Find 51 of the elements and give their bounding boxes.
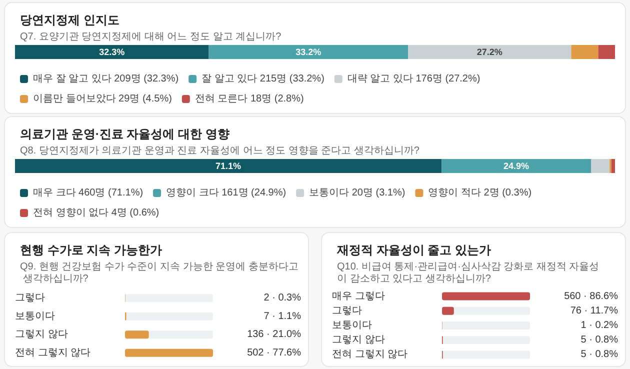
chart-title: 현행 수가로 지속 가능한가	[20, 243, 162, 257]
chart-title: 의료기관 운영·진료 자율성에 대한 영향	[20, 127, 230, 141]
bar	[442, 306, 454, 315]
bar	[598, 45, 615, 59]
data-label: 5 · 0.8%	[580, 349, 618, 360]
bar	[15, 159, 442, 173]
data-label: 136 · 21.0%	[247, 329, 302, 340]
chart-title: 당연지정제 인지도	[20, 13, 120, 27]
legend-label: 전혀 모른다 18명 (2.8%)	[194, 94, 304, 104]
y-tick-label: 매우 그렇다	[332, 290, 385, 302]
legend-label: 보통이다 20명 (3.1%)	[309, 188, 406, 198]
bar	[591, 159, 610, 173]
bar	[571, 45, 598, 59]
data-label: 76 · 11.7%	[570, 305, 618, 316]
data-label: 32.3%	[99, 47, 125, 57]
legend-label: 영향이 크다 161명 (24.9%)	[166, 188, 286, 198]
chart-subtitle: Q10. 비급여 통제·관리급여·심사삭감 강화로 재정적 자율성이 감소하고 있다고 생각하십니까?	[337, 262, 600, 284]
legend-label: 매우 잘 알고 있다 209명 (32.3%)	[33, 74, 179, 84]
bar	[408, 45, 572, 59]
y-tick-label: 그렇지 않다	[15, 329, 68, 340]
data-label: 502 · 77.6%	[247, 347, 302, 358]
data-label: 7 · 1.1%	[264, 310, 302, 322]
legend-label: 잘 알고 있다 215명 (33.2%)	[202, 74, 324, 84]
bar	[208, 45, 408, 59]
bar	[15, 45, 209, 59]
y-tick-label: 보통이다	[15, 310, 55, 322]
legend-label: 대략 알고 있다 176명 (27.2%)	[347, 74, 480, 84]
bar	[611, 159, 615, 173]
data-label: 560 · 86.6%	[564, 290, 618, 302]
y-tick-label: 그렇다	[15, 292, 45, 304]
chart-title: 재정적 자율성이 줄고 있는가	[336, 243, 492, 257]
chart-subtitle: Q7. 요양기관 당연지정제에 대해 어느 정도 알고 계십니까?	[20, 32, 282, 42]
data-label: 71.1%	[216, 161, 242, 171]
y-tick-label: 전혀 그렇지 않다	[15, 347, 91, 358]
data-label: 24.9%	[504, 161, 530, 171]
bar	[442, 159, 591, 173]
data-label: 27.2%	[476, 47, 502, 57]
y-tick-label: 그렇지 않다	[332, 334, 385, 346]
y-tick-label: 전혀 그렇지 않다	[332, 349, 408, 360]
data-label: 5 · 0.8%	[580, 334, 618, 346]
legend-label: 영향이 적다 2명 (0.3%)	[428, 188, 532, 198]
chart-subtitle: Q9. 현행 건강보험 수가 수준이 지속 가능한 운영에 충분하다고 생각하십니까?	[20, 262, 298, 284]
y-tick-label: 보통이다	[332, 320, 372, 331]
chart-subtitle: Q8. 당연지정제가 의료기관 운영과 진료 자율성에 어느 정도 영향을 준다고 생각하십니까?	[20, 146, 420, 156]
data-label: 33.2%	[296, 47, 322, 57]
legend-label: 이름만 들어보았다 29명 (4.5%)	[33, 94, 172, 104]
legend-label: 매우 크다 460명 (71.1%)	[33, 188, 144, 198]
legend-label: 전혀 영향이 없다 4명 (0.6%)	[33, 208, 160, 218]
data-label: 1 · 0.2%	[580, 320, 618, 331]
data-label: 2 · 0.3%	[264, 292, 302, 304]
y-tick-label: 그렇다	[332, 305, 362, 316]
